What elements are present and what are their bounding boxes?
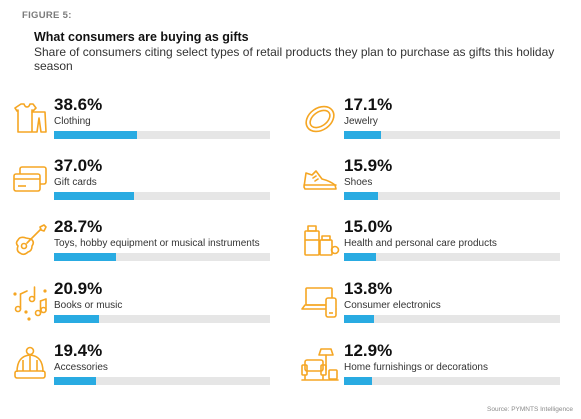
category-label: Shoes xyxy=(344,177,373,188)
category-label: Books or music xyxy=(54,300,123,311)
bar xyxy=(344,253,377,261)
bar-track xyxy=(54,377,270,385)
data-label: 19.4% xyxy=(54,341,103,360)
bar xyxy=(344,192,379,200)
bar-track xyxy=(344,253,560,261)
bar xyxy=(54,315,100,323)
category-label: Accessories xyxy=(54,362,108,373)
care-products-icon xyxy=(300,220,340,260)
chart-item: 28.7% Toys, hobby equipment or musical in… xyxy=(10,217,275,264)
category-label: Gift cards xyxy=(54,177,97,188)
category-label: Jewelry xyxy=(344,116,378,127)
data-label: 37.0% xyxy=(54,156,103,175)
bar-track xyxy=(344,315,560,323)
chart-item: 15.9% Shoes xyxy=(300,156,565,203)
bar xyxy=(344,377,372,385)
chart-subtitle: Share of consumers citing select types o… xyxy=(34,45,555,73)
gift-card-icon xyxy=(10,159,50,199)
laptop-phone-icon xyxy=(300,282,340,322)
chart-item: 37.0% Gift cards xyxy=(10,156,275,203)
chart-item: 13.8% Consumer electronics xyxy=(300,279,565,326)
bar-track xyxy=(344,377,560,385)
category-label: Toys, hobby equipment or musical instrum… xyxy=(54,238,260,249)
category-label: Health and personal care products xyxy=(344,238,497,249)
data-label: 38.6% xyxy=(54,95,103,114)
beanie-hat-icon xyxy=(10,344,50,384)
bar xyxy=(54,192,134,200)
bar xyxy=(54,253,116,261)
category-label: Home furnishings or decorations xyxy=(344,362,488,373)
chart-item: 38.6% Clothing xyxy=(10,95,275,142)
bar xyxy=(54,131,138,139)
data-label: 15.9% xyxy=(344,156,393,175)
data-label: 28.7% xyxy=(54,217,103,236)
category-label: Consumer electronics xyxy=(344,300,441,311)
category-label: Clothing xyxy=(54,116,91,127)
chart-title: What consumers are buying as gifts xyxy=(34,30,249,44)
data-label: 20.9% xyxy=(54,279,103,298)
chart-item: 12.9% Home furnishings or decorations xyxy=(300,341,565,388)
chart-item: 15.0% Health and personal care products xyxy=(300,217,565,264)
ring-icon xyxy=(300,98,340,138)
data-label: 12.9% xyxy=(344,341,393,360)
data-label: 15.0% xyxy=(344,217,393,236)
bar-track xyxy=(54,192,270,200)
guitar-icon xyxy=(10,220,50,260)
bar-track xyxy=(54,253,270,261)
clothing-icon xyxy=(10,98,50,138)
bar-track xyxy=(54,131,270,139)
bar xyxy=(54,377,96,385)
bar xyxy=(344,131,381,139)
chart-item: 17.1% Jewelry xyxy=(300,95,565,142)
bar-track xyxy=(54,315,270,323)
data-label: 17.1% xyxy=(344,95,393,114)
source-note: Source: PYMNTS Intelligence xyxy=(487,406,573,413)
figure-label: FIGURE 5: xyxy=(22,10,72,21)
data-label: 13.8% xyxy=(344,279,393,298)
bar-track xyxy=(344,192,560,200)
bar-track xyxy=(344,131,560,139)
chart-item: 20.9% Books or music xyxy=(10,279,275,326)
chart-item: 19.4% Accessories xyxy=(10,341,275,388)
armchair-lamp-icon xyxy=(300,344,340,384)
music-notes-icon xyxy=(10,282,50,322)
sneaker-icon xyxy=(300,159,340,199)
bar xyxy=(344,315,374,323)
